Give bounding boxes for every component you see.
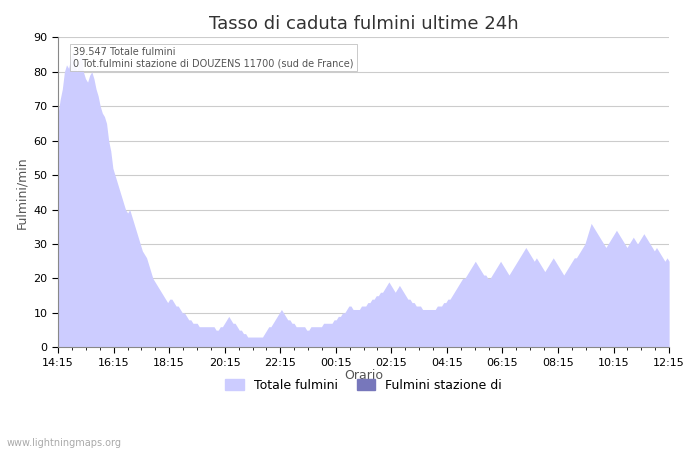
Text: www.lightningmaps.org: www.lightningmaps.org bbox=[7, 438, 122, 448]
Y-axis label: Fulmini/min: Fulmini/min bbox=[15, 156, 28, 229]
Title: Tasso di caduta fulmini ultime 24h: Tasso di caduta fulmini ultime 24h bbox=[209, 15, 519, 33]
X-axis label: Orario: Orario bbox=[344, 369, 383, 382]
Legend: Totale fulmini, Fulmini stazione di: Totale fulmini, Fulmini stazione di bbox=[220, 374, 507, 397]
Text: 39.547 Totale fulmini
0 Tot.fulmini stazione di DOUZENS 11700 (sud de France): 39.547 Totale fulmini 0 Tot.fulmini staz… bbox=[74, 47, 354, 68]
